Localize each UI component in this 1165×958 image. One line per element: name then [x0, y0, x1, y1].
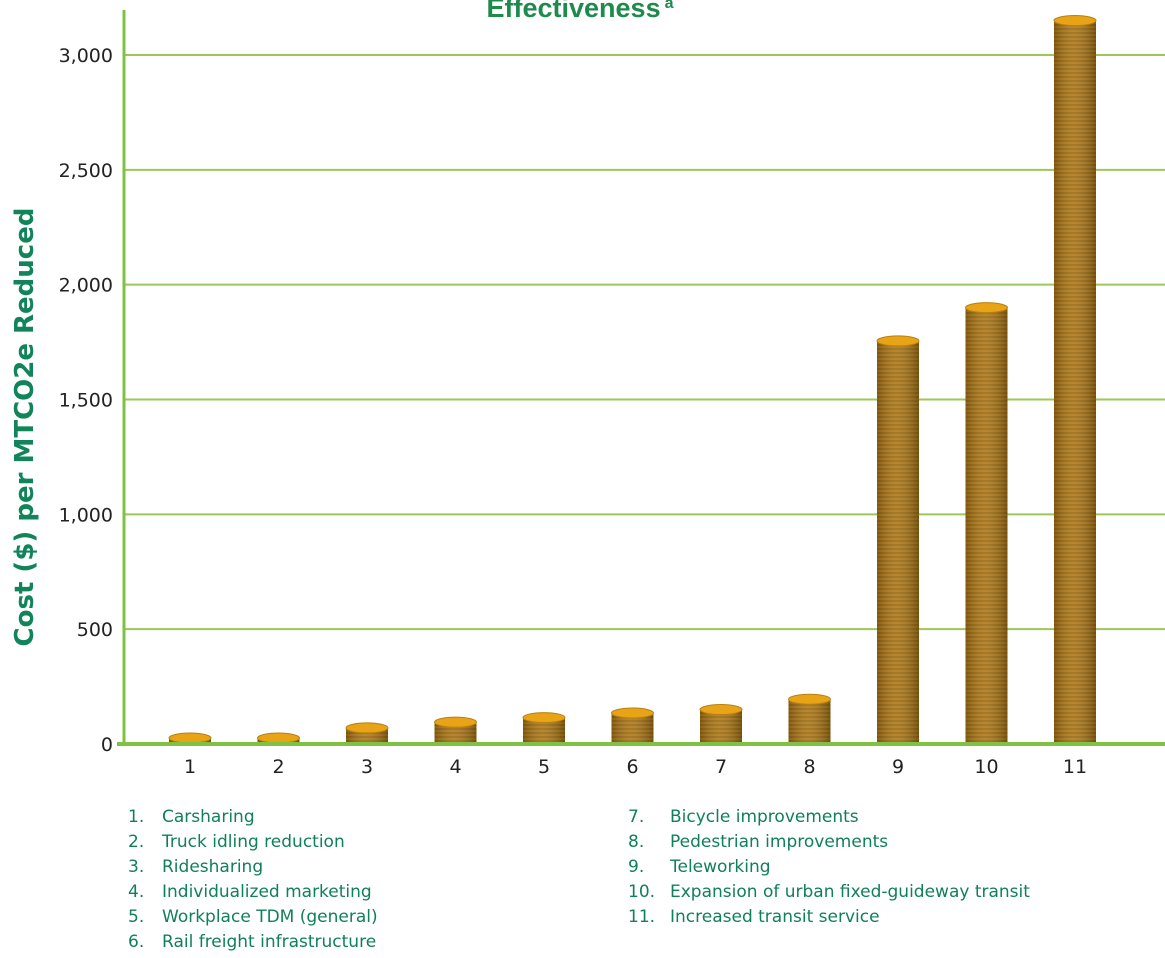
legend-item: 7. Bicycle improvements — [628, 805, 1030, 830]
y-tick-label: 2,500 — [59, 160, 113, 182]
legend-item-number: 6. — [128, 932, 145, 952]
legend-item-number: 3. — [128, 857, 145, 877]
x-tick-label: 7 — [715, 756, 727, 778]
x-tick-label: 1 — [184, 756, 196, 778]
bar-top — [965, 302, 1008, 314]
legend-right-column: 7. Bicycle improvements 8. Pedestrian impro… — [628, 805, 1030, 930]
legend-item: 4. Individualized marketing — [128, 880, 378, 905]
bar — [965, 302, 1008, 744]
legend-item-number: 10. — [628, 882, 656, 902]
legend-item: 3. Ridesharing — [128, 855, 378, 880]
y-tick-label: 1,000 — [59, 504, 113, 526]
legend-item: 8. Pedestrian improvements — [628, 830, 1030, 855]
bar — [168, 732, 212, 744]
legend-item-label: Workplace TDM (general) — [162, 907, 378, 927]
bars — [168, 15, 1097, 745]
bar-top — [345, 722, 389, 734]
y-axis-title: Cost ($) per MTCO2e Reduced — [10, 208, 40, 647]
legend-item: 9. Teleworking — [628, 855, 1030, 880]
bar — [611, 707, 654, 744]
bar-shading — [965, 307, 1008, 744]
legend-item-label: Increased transit service — [670, 907, 880, 927]
x-tick-label: 4 — [449, 756, 461, 778]
bar-top — [257, 732, 300, 744]
x-tick-label: 11 — [1063, 756, 1087, 778]
gridlines — [124, 54, 1165, 631]
legend-item-number: 7. — [628, 807, 645, 827]
legend-item-label: Teleworking — [670, 857, 771, 877]
legend-item-label: Individualized marketing — [162, 882, 372, 902]
legend-item-number: 9. — [628, 857, 645, 877]
legend-item-label: Rail freight infrastructure — [162, 932, 377, 952]
bar-shading — [1054, 20, 1096, 745]
y-tick-label: 3,000 — [59, 45, 113, 67]
y-tick-label: 500 — [77, 619, 113, 641]
legend-item-label: Expansion of urban fixed-guideway transi… — [670, 882, 1030, 902]
x-tick-label: 2 — [272, 756, 284, 778]
legend-item-number: 11. — [628, 907, 656, 927]
bar — [788, 693, 831, 744]
legend-item: 2. Truck idling reduction — [128, 830, 378, 855]
legend-item: 11. Increased transit service — [628, 905, 1030, 930]
legend-item-label: Truck idling reduction — [162, 832, 345, 852]
bar — [434, 716, 477, 744]
bar-top — [788, 693, 831, 705]
legend-item-number: 2. — [128, 832, 145, 852]
legend-item-number: 4. — [128, 882, 145, 902]
bar — [345, 722, 389, 744]
legend-item-label: Bicycle improvements — [670, 807, 859, 827]
x-tick-label: 5 — [538, 756, 550, 778]
legend-item-label: Ridesharing — [162, 857, 264, 877]
y-tick-label: 0 — [101, 734, 113, 756]
x-tick-label: 9 — [892, 756, 904, 778]
y-tick-label: 1,500 — [59, 390, 113, 412]
legend-item-number: 5. — [128, 907, 145, 927]
chart-title-superscript: a — [665, 0, 674, 12]
y-tick-label: 2,000 — [59, 275, 113, 297]
bar — [876, 335, 920, 744]
bar-shading — [877, 340, 919, 744]
legend-item: 6. Rail freight infrastructure — [128, 930, 378, 955]
bar — [257, 732, 300, 744]
x-tick-label: 6 — [626, 756, 638, 778]
bar — [699, 704, 743, 744]
bar-top — [522, 712, 566, 724]
x-tick-label: 8 — [803, 756, 815, 778]
chart-title-text: Effectiveness — [487, 0, 661, 23]
x-tick-labels: 1 2 3 4 5 6 7 8 9 10 11 — [184, 756, 1087, 778]
bar-top — [434, 716, 477, 728]
legend-item-number: 8. — [628, 832, 645, 852]
bar — [1053, 15, 1097, 745]
bar-top — [1053, 15, 1097, 27]
bar-shading — [788, 699, 831, 744]
legend-item-label: Pedestrian improvements — [670, 832, 889, 852]
legend-left-column: 1. Carsharing 2. Truck idling reduction 3. Ri… — [128, 805, 378, 955]
y-tick-labels: 0 500 1,000 1,500 2,000 2,500 3,000 — [59, 45, 113, 756]
legend-item-label: Carsharing — [162, 807, 255, 827]
legend-item-number: 1. — [128, 807, 145, 827]
bar-top — [876, 335, 920, 347]
bar-top — [699, 704, 743, 716]
bar — [522, 712, 566, 744]
x-tick-label: 3 — [361, 756, 373, 778]
chart-title: Effectiveness a — [487, 0, 674, 23]
bar-top — [611, 707, 654, 719]
legend-item: 10. Expansion of urban fixed-guideway tra… — [628, 880, 1030, 905]
legend-item: 1. Carsharing — [128, 805, 378, 830]
bar-shading — [700, 709, 742, 744]
bar-top — [168, 732, 212, 744]
bar-shading — [434, 722, 477, 744]
x-tick-label: 10 — [974, 756, 998, 778]
legend-item: 5. Workplace TDM (general) — [128, 905, 378, 930]
